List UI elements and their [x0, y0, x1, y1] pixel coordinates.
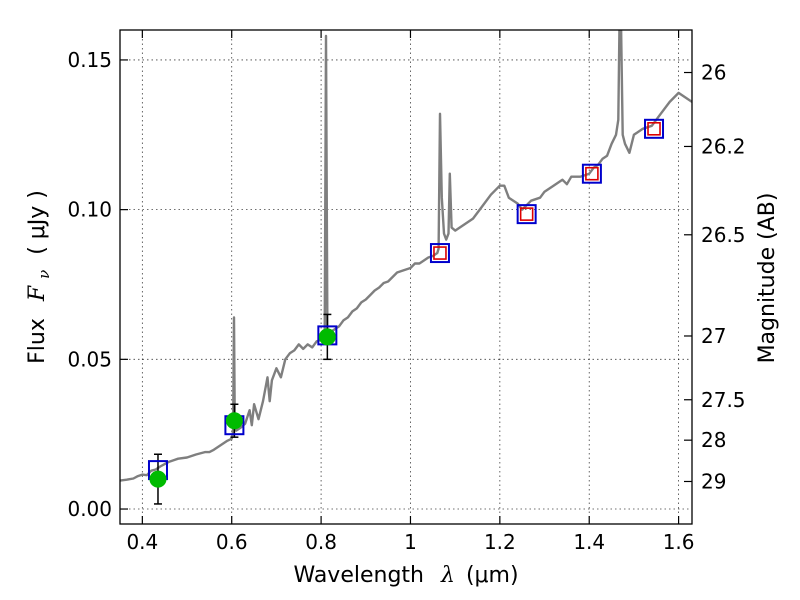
y2-tick-label: 27.5 [701, 388, 746, 412]
filter-flux-square [647, 122, 661, 136]
x-axis-title-symbol: λ [440, 563, 455, 588]
y-axis-title-unit: ( μJy ) [25, 190, 50, 255]
spectrum-line [120, 30, 692, 482]
y2-tick-label: 29 [701, 469, 726, 493]
y-axis-title-symbol: F [25, 285, 50, 302]
x-tick-label: 1 [404, 530, 417, 554]
y-axis-title-word: Flux [25, 318, 50, 364]
y-tick-label: 0.05 [67, 347, 112, 371]
y2-tick-label: 27 [701, 324, 726, 348]
y-axis-title-subscript: ν [35, 270, 53, 279]
filter-flux-square [433, 246, 447, 260]
y2-axis-title: Magnitude (AB) [755, 193, 780, 364]
observed-flux-point [149, 470, 167, 488]
grid [120, 30, 692, 524]
model-photometry-square [644, 118, 665, 139]
x-tick-label: 1.6 [663, 530, 695, 554]
y-tick-label: 0.00 [67, 497, 112, 521]
model-photometry-square [581, 163, 602, 184]
plot-area [120, 30, 692, 505]
y2-tick-label: 26 [701, 61, 726, 85]
observed-flux-point [225, 412, 243, 430]
y-tick-label: 0.15 [67, 48, 112, 72]
x-tick-label: 1.4 [573, 530, 605, 554]
x-axis-title: Wavelength λ (μm) [293, 563, 518, 588]
observed-flux-point [318, 328, 336, 346]
y2-tick-label: 26.2 [701, 134, 746, 158]
y-axis-title: Flux F ν ( μJy ) [25, 190, 55, 364]
model-photometry-square [516, 204, 537, 225]
model-photometry-square [429, 243, 450, 264]
y2-tick-label: 28 [701, 428, 726, 452]
x-tick-label: 0.8 [305, 530, 337, 554]
y-tick-label: 0.10 [67, 198, 112, 222]
x-tick-label: 0.6 [216, 530, 248, 554]
axes-ticks: 0.4 0.6 0.8 1 1.2 1.4 1.6 0.00 0.05 0.10 0.15 26 26.… [67, 30, 746, 554]
filter-flux-square [519, 207, 534, 221]
x-axis-title-word: Wavelength [293, 563, 424, 588]
x-tick-label: 1.2 [484, 530, 516, 554]
plot-frame [119, 29, 693, 525]
x-axis-title-unit: (μm) [466, 563, 519, 588]
filter-flux-square [585, 166, 599, 181]
y2-tick-label: 26.5 [701, 223, 746, 247]
x-tick-label: 0.4 [126, 530, 158, 554]
